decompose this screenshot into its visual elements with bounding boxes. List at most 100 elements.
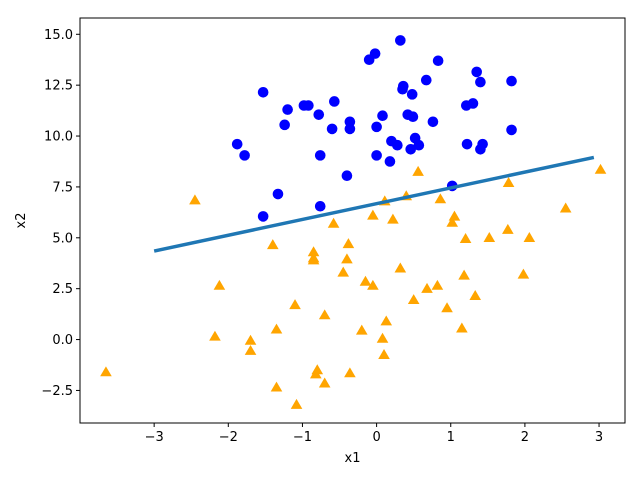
scatter-point [289,299,301,310]
scatter-point [244,334,257,345]
scatter-point [384,156,396,167]
scatter-point [448,210,461,221]
scatter-point [506,124,517,136]
scatter-point [270,381,283,392]
scatter-point [395,35,406,46]
scatter-point [461,138,473,150]
scatter-point [359,275,372,286]
y-tick-label: 0.0 [52,333,73,348]
scatter-point [406,89,418,100]
scatter-point [459,233,472,243]
scatter-point [371,121,382,133]
x-tick-label: 2 [521,430,529,445]
scatter-point [344,367,356,378]
scatter-point [387,213,399,224]
x-tick-label: −2 [219,430,238,445]
scatter-point [421,282,433,293]
y-tick-label: 5.0 [52,231,73,246]
scatter-point [471,66,483,78]
scatter-point [523,232,536,242]
scatter-point [257,86,269,98]
scatter-point [307,246,320,257]
scatter-point [342,238,355,249]
scatter-point [434,193,447,204]
y-tick-label: 12.5 [44,79,73,94]
scatter-point [282,104,293,115]
scatter-point [446,216,459,227]
scatter-point [209,330,221,341]
scatter-point [341,253,353,264]
scatter-point [413,139,425,151]
scatter-point [431,279,444,290]
scatter-point [369,48,381,59]
scatter-point [314,200,326,212]
scatter-point [329,96,340,107]
scatter-point [318,309,331,320]
scatter-point [420,74,432,86]
scatter-point [344,123,356,135]
scatter-point [407,111,419,123]
scatter-point [378,349,390,359]
x-tick-label: −1 [293,430,312,445]
scatter-point [506,75,517,87]
y-tick-label: 15.0 [44,28,73,43]
scatter-point [303,100,314,111]
scatter-point [266,239,279,250]
x-tick-label: 1 [447,430,455,445]
scatter-point [405,143,417,155]
scatter-point [475,76,486,88]
scatter-point [279,119,290,131]
scatter-point [407,294,420,305]
scatter-point [337,266,350,277]
scatter-point [327,217,340,228]
scatter-point [427,116,439,128]
x-axis-label: x1 [345,451,361,466]
scatter-point [456,322,468,333]
scatter-point [341,170,353,182]
scatter-point [432,55,444,67]
scatter-point [397,80,409,92]
scatter-point [377,110,388,121]
y-tick-label: −2.5 [41,384,73,399]
scatter-point [355,324,368,335]
scatter-point [367,209,379,220]
plot-frame [79,17,626,424]
scatter-point [239,150,250,161]
scatter-point [270,323,283,334]
scatter-point [517,268,530,279]
x-tick-label: 3 [595,430,603,445]
scatter-point [441,302,453,313]
scatter-point [380,315,393,326]
x-tick-label: 0 [372,430,380,445]
boundary-line [153,155,595,253]
scatter-point [231,138,243,150]
scatter-point [412,165,424,176]
scatter-point [307,254,320,265]
scatter-point [392,139,403,151]
scatter-point [100,366,112,377]
scatter-point [244,344,257,355]
scatter-point [477,138,488,150]
scatter-point [458,269,470,280]
scatter-point [502,223,514,234]
scatter-point [290,398,303,409]
y-axis-label: x2 [14,213,29,229]
scatter-point [371,150,382,161]
scatter-point [467,98,479,109]
scatter-point [257,211,269,222]
chart-axes: −3 −2 −1 0 1 2 3 −2.5 0.0 2.5 5.0 7.5 10.0 12.5 15.0 [41,17,626,445]
scatter-point [367,279,379,290]
scatter-point [213,279,226,290]
scatter-point [469,290,482,300]
scatter-point [376,332,389,343]
scatter-point [394,262,407,273]
chart-marks [100,35,607,409]
y-tick-label: 10.0 [44,130,73,145]
scatter-point [189,194,201,205]
y-tick-label: 2.5 [52,282,73,297]
scatter-point [272,188,284,200]
scatter-point [314,150,326,161]
scatter-point [318,377,331,388]
y-tick-label: 7.5 [52,180,73,195]
